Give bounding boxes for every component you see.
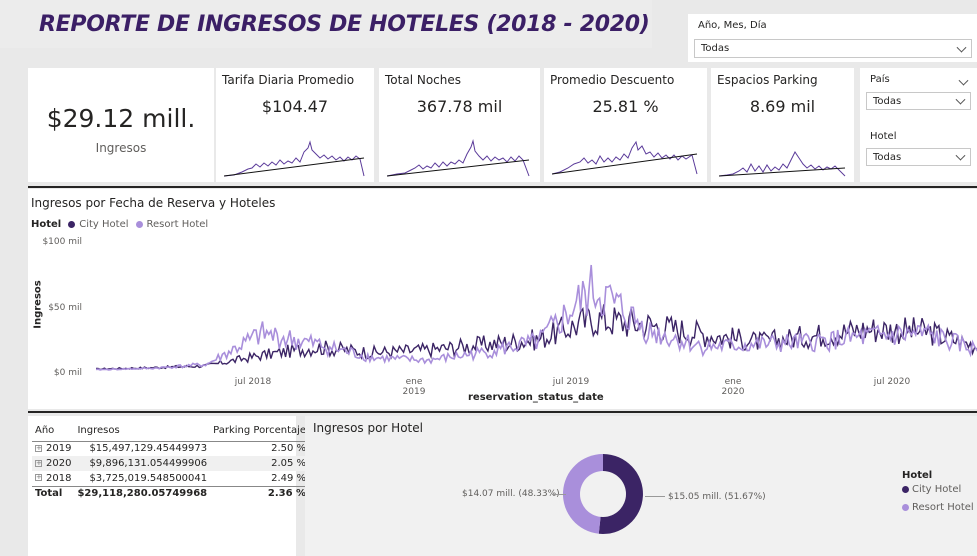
column-header-year[interactable]: Año: [32, 421, 75, 442]
kpi-title: Total Noches: [385, 73, 461, 87]
hotel-slicer-label: Hotel: [870, 131, 897, 142]
chevron-down-icon: [955, 94, 966, 105]
date-dropdown-value: Todas: [701, 43, 730, 54]
total-income-card: $29.12 mill. Ingresos: [28, 68, 214, 182]
table-cell-total-parking: 2.36 %: [210, 485, 310, 501]
donut-title: Ingresos por Hotel: [313, 421, 423, 435]
income-line-chart: Ingresos por Fecha de Reserva y Hoteles …: [28, 189, 977, 409]
income-matrix: Año Ingresos Parking Porcentaje +2019 $1…: [28, 416, 310, 556]
legend-dot-city: [68, 221, 76, 228]
resort-hotel-series-line: [96, 264, 977, 371]
table-cell-year[interactable]: +2020: [32, 456, 75, 471]
donut-leader-city: [645, 496, 665, 497]
line-chart-title: Ingresos por Fecha de Reserva y Hoteles: [31, 196, 276, 210]
x-tick-label: jul 2019: [552, 377, 590, 387]
table-cell-total-label: Total: [32, 485, 75, 501]
table-cell-year[interactable]: +2019: [35, 443, 72, 455]
kpi-sparkline: [224, 140, 365, 177]
table-cell-parking: 2.49 %: [271, 472, 307, 484]
report-title-banner: REPORTE DE INGRESOS DE HOTELES (2018 - 2…: [0, 0, 652, 48]
table-cell-income: $15,497,129.45449973: [89, 443, 208, 455]
income-by-hotel-donut: Ingresos por Hotel $14.07 mill. (48.33%)…: [305, 416, 977, 556]
report-title: REPORTE DE INGRESOS DE HOTELES (2018 - 2…: [39, 11, 650, 37]
kpi-card-parking: Espacios Parking 8.69 mil: [711, 68, 854, 182]
table-total-row: Total $29,118,280.05749968 2.36 %: [32, 485, 310, 501]
section-divider: [28, 186, 977, 188]
x-tick-label: jul 2018: [234, 377, 272, 387]
y-tick-label: $50 mil: [48, 303, 82, 313]
kpi-title: Espacios Parking: [717, 73, 818, 87]
table-row: +2020 $9,896,131.054499906 2.05 %: [32, 456, 310, 471]
kpi-card-avg-discount: Promedio Descuento 25.81 %: [544, 68, 707, 182]
date-slicer-label: Año, Mes, Día: [698, 20, 767, 31]
line-chart-plot: [96, 264, 977, 371]
x-tick-label: ene 2019: [402, 377, 426, 397]
chevron-down-icon: [956, 42, 967, 53]
legend-title: Hotel: [31, 219, 62, 230]
country-hotel-slicers: País Todas Hotel Todas: [860, 68, 977, 182]
income-table: Año Ingresos Parking Porcentaje +2019 $1…: [32, 421, 310, 501]
table-cell-income: $9,896,131.054499906: [74, 456, 211, 471]
hotel-dropdown-value: Todas: [873, 151, 902, 163]
y-tick-label: $100 mil: [42, 237, 82, 247]
x-axis-label: reservation_status_date: [468, 392, 604, 403]
kpi-value: 8.69 mil: [749, 97, 816, 116]
kpi-sparkline: [387, 139, 530, 177]
legend-dot-resort: [902, 504, 909, 511]
donut-legend-title: Hotel: [902, 470, 933, 481]
donut-label-city: $15.05 mill. (51.67%): [668, 492, 766, 502]
kpi-value: 25.81 %: [592, 97, 659, 116]
hotel-dropdown[interactable]: Todas: [866, 148, 971, 166]
table-header-row: Año Ingresos Parking Porcentaje: [32, 421, 310, 442]
table-cell-parking: 2.50 %: [271, 443, 307, 455]
chevron-down-icon[interactable]: [958, 75, 969, 86]
kpi-title: Tarifa Diaria Promedio: [222, 73, 355, 87]
legend-dot-city: [902, 486, 909, 493]
kpi-sparkline: [719, 151, 846, 177]
table-cell-parking: 2.05 %: [210, 456, 310, 471]
table-cell-year[interactable]: +2018: [35, 472, 72, 484]
donut-leader-resort: [552, 494, 566, 495]
column-header-parking[interactable]: Parking Porcentaje: [210, 421, 310, 442]
total-income-label: Ingresos: [95, 141, 147, 155]
total-income-value: $29.12 mill.: [46, 104, 196, 133]
date-dropdown[interactable]: Todas: [694, 39, 972, 58]
kpi-value: 367.78 mil: [416, 97, 503, 116]
kpi-title: Promedio Descuento: [550, 73, 675, 87]
legend-item-city[interactable]: City Hotel: [79, 219, 129, 230]
expand-icon[interactable]: +: [35, 443, 42, 452]
legend-dot-resort: [135, 221, 143, 228]
table-cell-total-income: $29,118,280.05749968: [74, 485, 211, 501]
table-row: +2019 $15,497,129.45449973 2.50 %: [32, 441, 309, 456]
y-tick-label: $0 mil: [53, 368, 82, 378]
kpi-card-daily-rate: Tarifa Diaria Promedio $104.47: [216, 68, 374, 182]
table-row: +2018 $3,725,019.548500041 2.49 %: [32, 471, 309, 486]
donut-legend-item-resort[interactable]: Resort Hotel: [902, 502, 974, 513]
x-tick-label: ene 2020: [721, 377, 745, 397]
chevron-down-icon: [955, 150, 966, 161]
table-cell-income: $3,725,019.548500041: [89, 472, 208, 484]
country-slicer-label: País: [870, 74, 890, 85]
expand-icon[interactable]: +: [35, 458, 42, 467]
expand-icon[interactable]: +: [35, 473, 42, 482]
x-tick-label: jul 2020: [873, 377, 911, 387]
legend-item-resort[interactable]: Resort Hotel: [146, 219, 209, 230]
country-dropdown[interactable]: Todas: [866, 92, 971, 110]
donut-chart: [563, 454, 643, 534]
resort-hotel-line[interactable]: [96, 264, 977, 371]
donut-legend: Hotel City Hotel Resort Hotel: [902, 470, 974, 513]
donut-label-resort: $14.07 mill. (48.33%): [462, 489, 560, 499]
donut-legend-item-city[interactable]: City Hotel: [902, 484, 974, 495]
country-dropdown-value: Todas: [873, 95, 902, 107]
line-chart-legend: Hotel City Hotel Resort Hotel: [31, 219, 208, 230]
kpi-sparkline: [552, 140, 698, 175]
column-header-income[interactable]: Ingresos: [74, 421, 211, 442]
section-divider: [28, 411, 977, 413]
kpi-card-total-nights: Total Noches 367.78 mil: [379, 68, 540, 182]
date-slicer: Año, Mes, Día Todas: [688, 14, 977, 62]
kpi-value: $104.47: [261, 97, 329, 116]
